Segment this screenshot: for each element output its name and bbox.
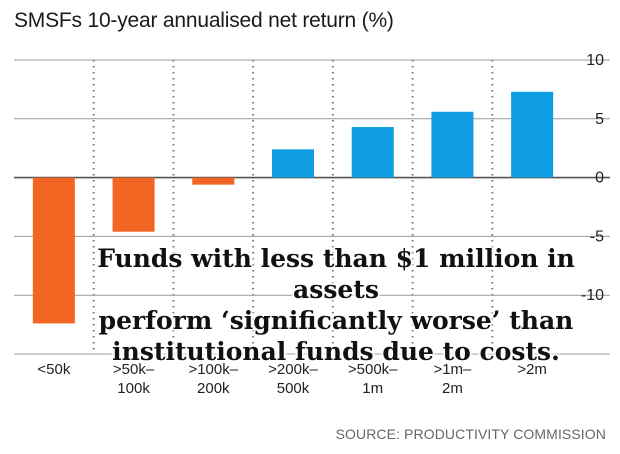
x-tick-label: >50k– bbox=[113, 361, 155, 378]
x-tick-label: 500k bbox=[277, 380, 310, 397]
annotation-line-2: perform ‘significantly worse’ than bbox=[98, 306, 574, 335]
x-tick-label: 100k bbox=[117, 380, 150, 397]
y-tick-label: -10 bbox=[581, 287, 604, 304]
x-tick-label: 200k bbox=[197, 380, 230, 397]
y-tick-label: 10 bbox=[586, 52, 604, 69]
y-tick-label: 5 bbox=[595, 111, 604, 128]
x-tick-label: >1m– bbox=[433, 361, 472, 378]
x-tick-label: <50k bbox=[37, 361, 70, 378]
x-tick-label: 1m bbox=[362, 380, 383, 397]
bar bbox=[431, 111, 474, 178]
y-tick-label: 0 bbox=[595, 170, 604, 187]
x-tick-label: >2m bbox=[517, 361, 547, 378]
x-tick-label: 2m bbox=[442, 380, 463, 397]
annotation-line-3: institutional funds due to costs. bbox=[112, 337, 560, 366]
y-tick-label: -5 bbox=[590, 228, 604, 245]
bar bbox=[511, 91, 554, 178]
bar bbox=[272, 149, 314, 178]
chart-title: SMSFs 10-year annualised net return (%) bbox=[14, 9, 394, 32]
x-tick-label: >200k– bbox=[268, 361, 318, 378]
chart-annotation: Funds with less than $1 million in asset… bbox=[70, 243, 602, 367]
x-tick-label: >100k– bbox=[188, 361, 238, 378]
bar bbox=[112, 177, 155, 232]
source-note: SOURCE: PRODUCTIVITY COMMISSION bbox=[335, 426, 606, 442]
annotation-line-1: Funds with less than $1 million in asset… bbox=[97, 244, 575, 304]
bar bbox=[32, 177, 75, 324]
bar bbox=[192, 177, 235, 185]
bar bbox=[351, 127, 394, 178]
x-tick-label: >500k– bbox=[348, 361, 398, 378]
